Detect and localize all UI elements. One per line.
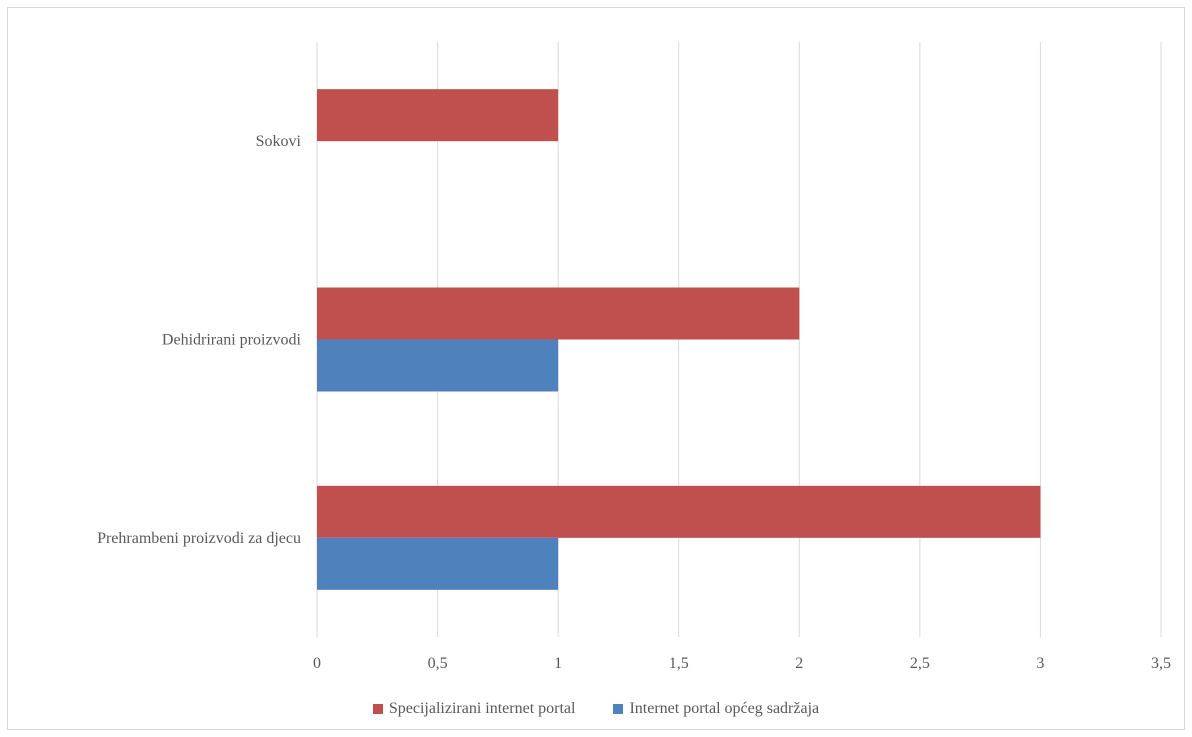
legend-swatch-red xyxy=(372,704,383,714)
x-tick-label: 3 xyxy=(1036,655,1044,672)
x-tick-label: 2 xyxy=(795,655,803,672)
legend-swatch-blue xyxy=(613,704,624,714)
legend-label-opceg: Internet portal općeg sadržaja xyxy=(629,700,820,717)
legend-label-specijalizirani: Specijalizirani internet portal xyxy=(388,700,576,717)
bar xyxy=(317,537,559,590)
legend-item-opceg: Internet portal općeg sadržaja xyxy=(613,700,819,718)
x-tick-label: 0,5 xyxy=(428,655,448,672)
category-label: Prehrambeni proizvodi za djecu xyxy=(97,530,301,547)
x-tick-label: 1,5 xyxy=(669,655,689,672)
x-tick-label: 0 xyxy=(313,655,321,672)
x-tick-label: 3,5 xyxy=(1151,655,1171,672)
chart-frame xyxy=(7,7,1185,730)
bar xyxy=(317,89,559,142)
legend-item-specijalizirani: Specijalizirani internet portal xyxy=(372,700,576,718)
category-label: Dehidrirani proizvodi xyxy=(162,332,302,349)
x-tick-label: 1 xyxy=(554,655,562,672)
bar xyxy=(317,485,1041,538)
legend: Specijalizirani internet portal Internet… xyxy=(0,700,1192,718)
bar xyxy=(317,287,800,340)
x-tick-label: 2,5 xyxy=(910,655,930,672)
category-label: Sokovi xyxy=(256,133,302,150)
bar xyxy=(317,339,559,392)
